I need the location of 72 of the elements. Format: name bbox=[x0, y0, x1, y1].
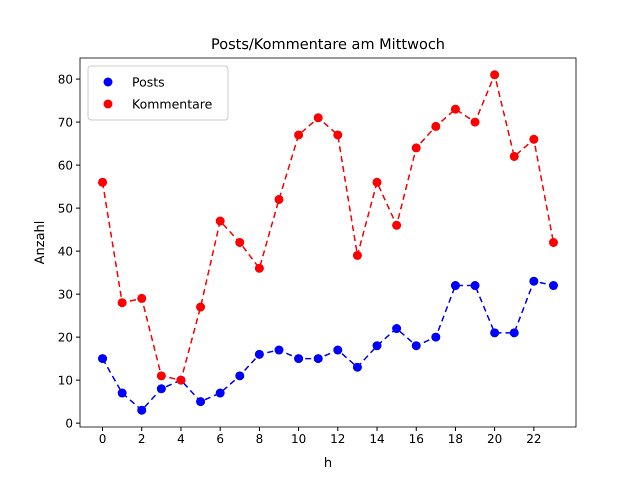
point bbox=[450, 281, 460, 290]
point bbox=[294, 354, 304, 364]
x-tick-label: 2 bbox=[138, 432, 146, 446]
point bbox=[431, 332, 440, 342]
point bbox=[392, 220, 402, 230]
point bbox=[98, 178, 108, 187]
x-axis-title: h bbox=[324, 456, 332, 471]
point bbox=[235, 238, 244, 247]
point bbox=[196, 302, 206, 312]
x-tick-label: 22 bbox=[526, 432, 542, 446]
y-tick-label: 20 bbox=[58, 330, 73, 344]
y-axis-title: Anzahl bbox=[33, 220, 48, 264]
y-tick-label: 60 bbox=[58, 158, 73, 172]
point bbox=[412, 143, 421, 152]
x-tick-label: 12 bbox=[330, 432, 346, 446]
point bbox=[118, 388, 127, 398]
point bbox=[490, 70, 500, 80]
point bbox=[274, 194, 284, 204]
point bbox=[372, 341, 382, 350]
legend-label: Kommentare bbox=[132, 96, 213, 112]
point bbox=[431, 122, 440, 131]
point bbox=[156, 371, 166, 380]
point bbox=[510, 328, 519, 338]
point bbox=[333, 346, 342, 355]
point bbox=[392, 324, 402, 334]
y-tick-label: 80 bbox=[58, 72, 73, 86]
point bbox=[118, 298, 127, 308]
point bbox=[548, 281, 558, 290]
point bbox=[314, 113, 323, 122]
y-tick-label: 10 bbox=[58, 373, 73, 388]
point bbox=[352, 250, 362, 260]
point bbox=[216, 216, 225, 226]
point bbox=[333, 130, 342, 140]
point bbox=[372, 178, 382, 187]
point bbox=[450, 104, 460, 114]
point bbox=[274, 346, 284, 355]
point bbox=[314, 354, 323, 364]
point bbox=[216, 388, 225, 398]
x-tick-label: 16 bbox=[408, 432, 424, 446]
point bbox=[352, 362, 362, 372]
y-tick-label: 50 bbox=[58, 201, 73, 216]
x-tick-label: 10 bbox=[290, 432, 306, 446]
x-tick-label: 0 bbox=[98, 432, 106, 446]
point bbox=[470, 281, 480, 290]
point bbox=[156, 384, 166, 394]
point bbox=[470, 118, 480, 127]
point bbox=[137, 294, 146, 303]
point bbox=[529, 134, 538, 144]
point bbox=[510, 152, 519, 161]
y-tick-label: 30 bbox=[58, 287, 73, 302]
y-tick-label: 40 bbox=[58, 244, 73, 258]
x-tick-label: 8 bbox=[256, 432, 264, 446]
x-tick-label: 6 bbox=[216, 432, 224, 446]
point bbox=[412, 341, 421, 350]
point bbox=[98, 354, 108, 364]
point bbox=[294, 130, 304, 140]
x-tick-label: 4 bbox=[177, 432, 185, 446]
x-tick-label: 20 bbox=[487, 432, 502, 446]
point bbox=[235, 371, 244, 380]
x-tick-label: 18 bbox=[448, 432, 464, 446]
x-tick-label: 14 bbox=[369, 432, 385, 446]
point bbox=[490, 328, 500, 338]
point bbox=[137, 406, 146, 415]
y-tick-label: 0 bbox=[65, 416, 73, 430]
point bbox=[548, 238, 558, 247]
point bbox=[254, 350, 264, 359]
point bbox=[254, 264, 264, 273]
point bbox=[529, 276, 538, 286]
point bbox=[196, 397, 206, 406]
y-tick-label: 70 bbox=[58, 115, 73, 130]
legend-label: Posts bbox=[132, 74, 165, 90]
chart-title: Posts/Kommentare am Mittwoch bbox=[211, 37, 445, 53]
